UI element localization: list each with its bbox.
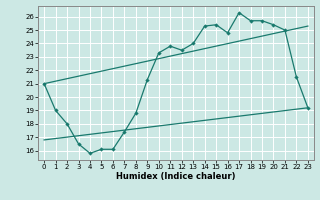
X-axis label: Humidex (Indice chaleur): Humidex (Indice chaleur) (116, 172, 236, 181)
